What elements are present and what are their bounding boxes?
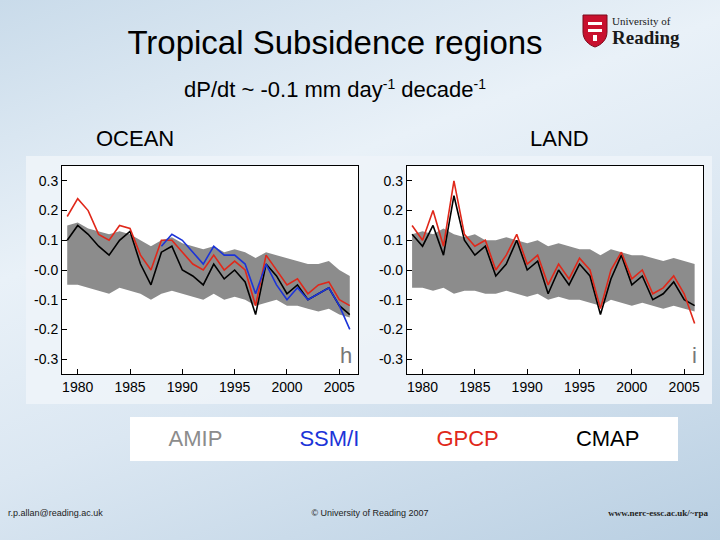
svg-text:1985: 1985 <box>114 379 145 395</box>
svg-text:1980: 1980 <box>62 379 93 395</box>
html-text:University of: University of <box>612 15 671 27</box>
svg-text:i: i <box>692 343 697 368</box>
svg-text:-0.3: -0.3 <box>34 351 58 367</box>
svg-text:0.3: 0.3 <box>39 173 59 189</box>
svg-text:h: h <box>340 343 352 368</box>
html-text:Tropical Subsidence regions: Tropical Subsidence regions <box>127 24 543 61</box>
svg-text:0.3: 0.3 <box>384 173 404 189</box>
html-text:GPCP: GPCP <box>436 426 499 451</box>
svg-text:2005: 2005 <box>324 379 355 395</box>
svg-text:0.1: 0.1 <box>384 232 404 248</box>
svg-text:2000: 2000 <box>271 379 302 395</box>
html-text:Reading: Reading <box>612 27 680 48</box>
svg-text:1995: 1995 <box>219 379 250 395</box>
svg-text:0.2: 0.2 <box>39 202 59 218</box>
svg-text:1995: 1995 <box>564 379 595 395</box>
html-text:SSM/I: SSM/I <box>299 426 360 451</box>
svg-text:1980: 1980 <box>407 379 438 395</box>
html-text:LAND: LAND <box>530 126 589 151</box>
svg-text:-0.1: -0.1 <box>379 292 403 308</box>
svg-text:-0.1: -0.1 <box>34 292 58 308</box>
html-text:OCEAN: OCEAN <box>96 126 175 151</box>
svg-text:1990: 1990 <box>167 379 198 395</box>
svg-text:0.1: 0.1 <box>39 232 59 248</box>
svg-text:1990: 1990 <box>512 379 543 395</box>
svg-text:-0.0: -0.0 <box>379 262 403 278</box>
svg-text:0.2: 0.2 <box>384 202 404 218</box>
html-text:© University of Reading 2007: © University of Reading 2007 <box>311 508 429 518</box>
svg-text:-0.3: -0.3 <box>379 351 403 367</box>
html-text:dP/dt ~ -0.1 mm day-1decade-1: dP/dt ~ -0.1 mm day-1decade-1 <box>184 76 486 103</box>
svg-text:2005: 2005 <box>669 379 700 395</box>
svg-text:1985: 1985 <box>459 379 490 395</box>
svg-text:-0.0: -0.0 <box>34 262 58 278</box>
svg-text:-0.2: -0.2 <box>34 321 58 337</box>
svg-text:2000: 2000 <box>616 379 647 395</box>
svg-text:-0.2: -0.2 <box>379 321 403 337</box>
html-text:AMIP: AMIP <box>168 426 223 451</box>
html-text:CMAP: CMAP <box>575 426 640 451</box>
html-text:r.p.allan@reading.ac.uk: r.p.allan@reading.ac.uk <box>8 508 103 518</box>
html-text:www.nerc-essc.ac.uk/~rpa: www.nerc-essc.ac.uk/~rpa <box>608 508 708 518</box>
